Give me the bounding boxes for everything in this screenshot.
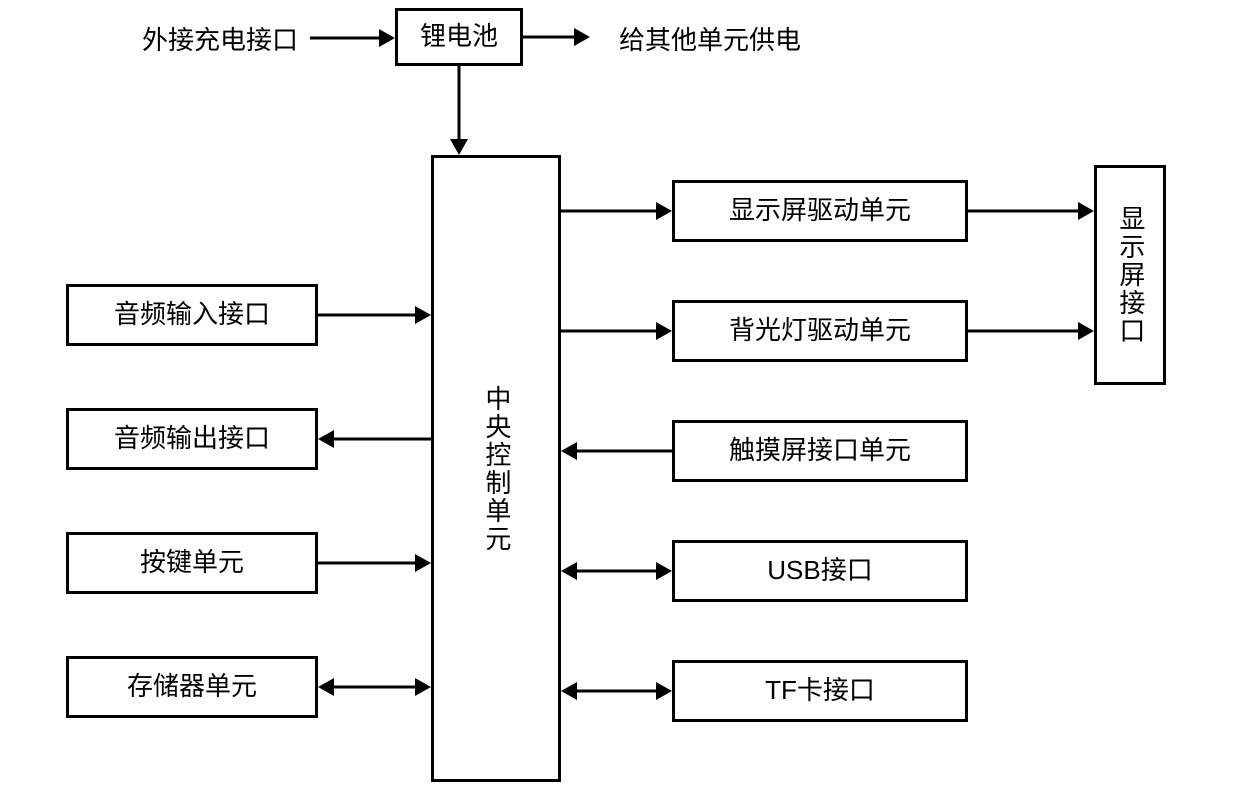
node-label-keypad: 按键单元 [140, 546, 244, 580]
node-label-backlight_drv: 背光灯驱动单元 [729, 314, 911, 348]
node-battery: 锂电池 [395, 8, 523, 66]
node-display_drv: 显示屏驱动单元 [672, 180, 968, 242]
node-keypad: 按键单元 [66, 532, 318, 594]
node-label-tf: TF卡接口 [765, 674, 875, 708]
node-label-memory: 存储器单元 [127, 670, 257, 704]
node-label-display_port: 显示屏接口 [1113, 205, 1147, 345]
node-label-power_label: 给其他单元供电 [619, 20, 801, 57]
node-memory: 存储器单元 [66, 656, 318, 718]
node-tf: TF卡接口 [672, 660, 968, 722]
node-cpu: 中央控制单元 [431, 155, 561, 782]
node-label-usb: USB接口 [767, 554, 872, 588]
node-audio_out: 音频输出接口 [66, 408, 318, 470]
node-label-charge_label: 外接充电接口 [142, 20, 298, 57]
node-usb: USB接口 [672, 540, 968, 602]
node-label-touch: 触摸屏接口单元 [729, 434, 911, 468]
node-label-audio_in: 音频输入接口 [114, 298, 270, 332]
node-display_port: 显示屏接口 [1094, 165, 1166, 385]
node-label-cpu: 中央控制单元 [479, 385, 513, 553]
node-label-battery: 锂电池 [420, 20, 498, 54]
node-label-audio_out: 音频输出接口 [114, 422, 270, 456]
node-power_label: 给其他单元供电 [590, 18, 830, 58]
node-audio_in: 音频输入接口 [66, 284, 318, 346]
node-backlight_drv: 背光灯驱动单元 [672, 300, 968, 362]
node-touch: 触摸屏接口单元 [672, 420, 968, 482]
node-label-display_drv: 显示屏驱动单元 [729, 194, 911, 228]
node-charge_label: 外接充电接口 [130, 18, 310, 58]
